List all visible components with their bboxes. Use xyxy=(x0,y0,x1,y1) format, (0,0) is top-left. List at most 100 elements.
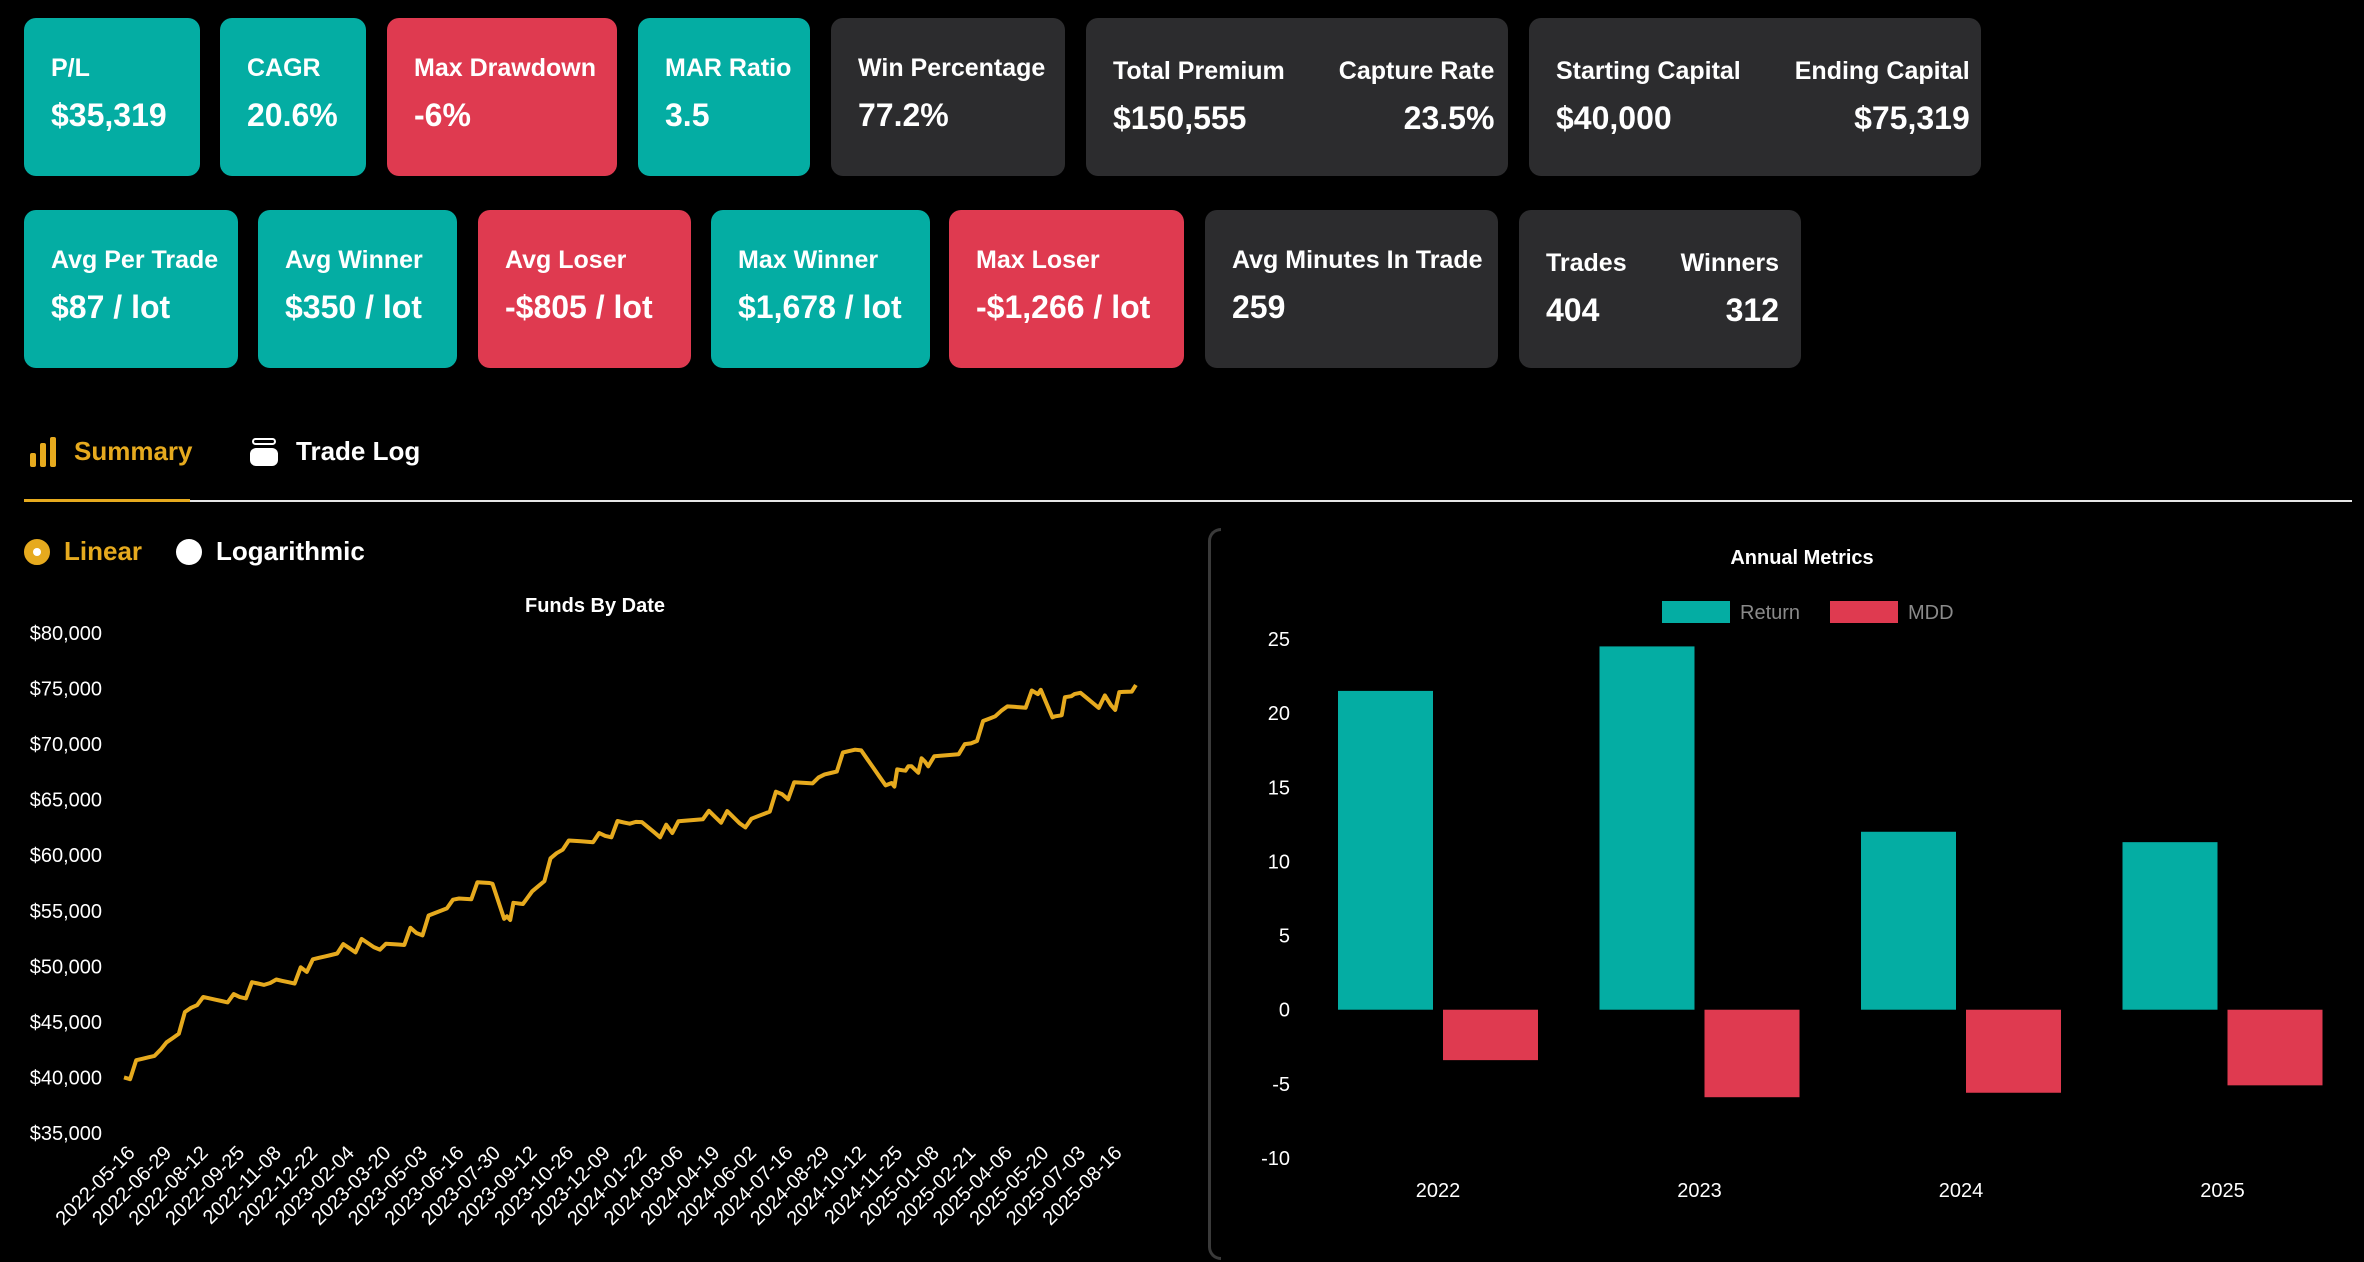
bar-return-2022 xyxy=(1338,690,1433,1010)
stat-half-left: Trades 404 xyxy=(1519,249,1654,329)
tab-label: Summary xyxy=(74,436,193,466)
stat-value: 23.5% xyxy=(1403,100,1495,136)
bar-return-2025 xyxy=(2122,842,2218,1010)
stat-value: -$805 / lot xyxy=(505,289,653,325)
y-tick-label: 25 xyxy=(1268,629,1290,651)
legend-label: MDD xyxy=(1908,602,1954,624)
stat-card-cagr: CAGR 20.6% xyxy=(220,18,366,176)
bar-return-2024 xyxy=(1861,831,1956,1010)
stat-card-pl: P/L $35,319 xyxy=(24,18,200,176)
funds-by-date-chart: Funds By Date $35,000 $40,000 $45,000 $50,0… xyxy=(30,595,1138,1230)
x-tick-label: 2025 xyxy=(2200,1180,2245,1202)
stat-card-max-drawdown: Max Drawdown -6% xyxy=(387,18,617,176)
stat-label: Avg Winner xyxy=(285,246,423,274)
radio-label: Logarithmic xyxy=(216,536,365,566)
y-tick-label: $75,000 xyxy=(30,679,102,701)
y-tick-label: $40,000 xyxy=(30,1067,102,1089)
stat-label: CAGR xyxy=(247,54,321,82)
y-tick-label: $35,000 xyxy=(30,1123,102,1145)
stat-half-left: Starting Capital $40,000 xyxy=(1529,57,1768,137)
stat-card-max-winner: Max Winner $1,678 / lot xyxy=(711,210,930,368)
stat-half-right: Ending Capital $75,319 xyxy=(1768,57,1997,137)
stat-value: $75,319 xyxy=(1854,100,1970,136)
stat-label: Capture Rate xyxy=(1338,57,1495,85)
panel-divider xyxy=(1208,528,1221,1260)
legend-label: Return xyxy=(1740,602,1800,624)
stat-label: P/L xyxy=(51,54,90,82)
y-tick-label: -10 xyxy=(1261,1148,1290,1170)
y-tick-label: 0 xyxy=(1279,1000,1290,1022)
y-tick-label: 5 xyxy=(1279,926,1290,948)
bar-mdd-2025 xyxy=(2227,1009,2323,1086)
stat-card-trades: Trades 404 Winners 312 xyxy=(1519,210,1801,368)
stat-label: Starting Capital xyxy=(1556,57,1741,85)
y-tick-label: $60,000 xyxy=(30,845,102,867)
stat-label: Avg Loser xyxy=(505,246,627,274)
stat-label: Winners xyxy=(1680,249,1780,277)
chart-title: Funds By Date xyxy=(525,595,665,617)
stat-card-avg-minutes: Avg Minutes In Trade 259 xyxy=(1205,210,1498,368)
radio-logarithmic[interactable]: Logarithmic xyxy=(176,536,365,567)
coin-stack-icon xyxy=(250,437,278,466)
y-tick-label: $45,000 xyxy=(30,1012,102,1034)
stat-label: Win Percentage xyxy=(858,54,1046,82)
stat-value: $40,000 xyxy=(1556,100,1672,136)
legend-swatch xyxy=(1830,601,1898,623)
tab-summary[interactable]: Summary xyxy=(30,436,193,467)
x-tick-label: 2022 xyxy=(1416,1180,1461,1202)
radio-linear[interactable]: Linear xyxy=(24,536,142,567)
stat-half-right: Winners 312 xyxy=(1654,249,1806,329)
stat-label: Total Premium xyxy=(1113,57,1285,85)
radio-label: Linear xyxy=(64,536,143,566)
radio-selected-icon xyxy=(24,538,50,565)
stat-card-capital: Starting Capital $40,000 Ending Capital … xyxy=(1529,18,1981,176)
bar-mdd-2024 xyxy=(1966,1009,2061,1093)
stat-card-max-loser: Max Loser -$1,266 / lot xyxy=(949,210,1184,368)
stat-card-avg-loser: Avg Loser -$805 / lot xyxy=(478,210,691,368)
stat-value: 404 xyxy=(1546,292,1600,328)
stat-value: -$1,266 / lot xyxy=(976,289,1151,325)
stat-label: Avg Minutes In Trade xyxy=(1232,246,1483,274)
stat-card-premium: Total Premium $150,555 Capture Rate 23.5… xyxy=(1086,18,1508,176)
stat-label: Trades xyxy=(1546,249,1627,277)
stat-value: 3.5 xyxy=(665,97,710,133)
bar-mdd-2022 xyxy=(1443,1009,1538,1061)
stat-card-mar-ratio: MAR Ratio 3.5 xyxy=(638,18,810,176)
y-tick-label: 15 xyxy=(1268,777,1290,799)
x-tick-label: 2024 xyxy=(1939,1180,1984,1202)
tab-label: Trade Log xyxy=(296,436,421,466)
stat-half-left: Total Premium $150,555 xyxy=(1086,57,1312,137)
stat-half-right: Capture Rate 23.5% xyxy=(1312,57,1522,137)
y-tick-label: $70,000 xyxy=(30,734,102,756)
x-tick-label: 2023 xyxy=(1677,1180,1722,1202)
y-tick-label: $65,000 xyxy=(30,790,102,812)
stat-label: Avg Per Trade xyxy=(51,246,219,274)
stat-value: $150,555 xyxy=(1113,100,1247,136)
y-tick-label: -5 xyxy=(1272,1074,1290,1096)
stat-value: $35,319 xyxy=(51,97,167,133)
y-tick-label: $50,000 xyxy=(30,956,102,978)
stat-card-avg-per-trade: Avg Per Trade $87 / lot xyxy=(24,210,238,368)
legend-swatch xyxy=(1662,601,1730,623)
stat-card-avg-winner: Avg Winner $350 / lot xyxy=(258,210,457,368)
y-tick-label: $55,000 xyxy=(30,901,102,923)
bar-return-2023 xyxy=(1599,646,1695,1010)
stat-value: $350 / lot xyxy=(285,289,422,325)
stat-value: 312 xyxy=(1725,292,1780,328)
stat-label: MAR Ratio xyxy=(665,54,792,82)
bar-chart-icon xyxy=(30,436,58,467)
tab-trade-log[interactable]: Trade Log xyxy=(250,436,420,467)
active-tab-underline xyxy=(24,499,190,502)
funds-line xyxy=(123,683,1138,1082)
stat-value: 77.2% xyxy=(858,97,949,133)
y-tick-label: 10 xyxy=(1268,851,1290,873)
stat-label: Max Winner xyxy=(738,246,879,274)
stat-label: Max Drawdown xyxy=(414,54,596,82)
y-tick-label: $80,000 xyxy=(30,623,102,645)
chart-title: Annual Metrics xyxy=(1730,547,1873,569)
bar-mdd-2023 xyxy=(1704,1009,1800,1098)
radio-unselected-icon xyxy=(176,538,202,565)
stat-card-win-percentage: Win Percentage 77.2% xyxy=(831,18,1065,176)
stat-label: Ending Capital xyxy=(1794,57,1970,85)
stat-label: Max Loser xyxy=(976,246,1100,274)
